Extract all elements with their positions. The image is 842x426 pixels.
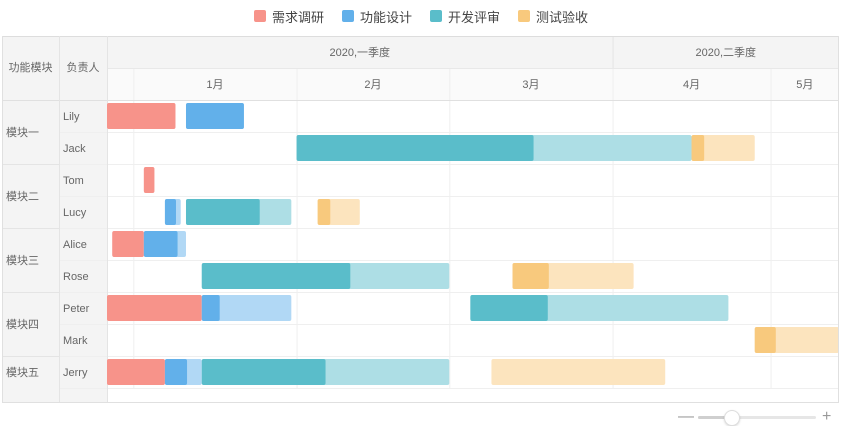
legend-item[interactable]: 需求调研 [254, 7, 324, 26]
left-panel-background [2, 36, 107, 403]
row-label: Mark [63, 335, 88, 347]
row-label: Lucy [63, 207, 87, 219]
task-bar-progress [512, 263, 548, 289]
task-bar-progress [112, 231, 144, 257]
task-bar-progress [186, 103, 244, 129]
zoom-slider[interactable] [698, 416, 816, 419]
chart-legend: 需求调研 功能设计 开发评审 测试验收 [0, 6, 842, 26]
row-label: Tom [63, 175, 84, 187]
task-bar-progress [755, 327, 776, 353]
task-bar-progress [202, 295, 220, 321]
group-label: 模块五 [6, 366, 39, 379]
legend-item[interactable]: 功能设计 [342, 7, 412, 26]
month-label: 1月 [206, 79, 223, 91]
legend-label: 开发评审 [448, 7, 500, 26]
legend-swatch [518, 10, 530, 22]
task-bar-progress [144, 231, 178, 257]
task-bar-progress [692, 135, 705, 161]
column-header: 负责人 [67, 60, 100, 74]
task-bar-progress [186, 199, 260, 225]
row-label: Alice [63, 239, 87, 251]
month-label: 4月 [683, 79, 700, 91]
task-bar-progress [165, 199, 176, 225]
legend-label: 功能设计 [360, 7, 412, 26]
month-label: 3月 [522, 79, 539, 91]
legend-label: 测试验收 [536, 7, 588, 26]
quarter-label: 2020,二季度 [696, 45, 757, 59]
zoom-out-icon[interactable]: — [678, 410, 694, 424]
legend-swatch [342, 10, 354, 22]
zoom-slider-handle[interactable] [724, 410, 740, 426]
task-bar-progress [297, 135, 534, 161]
task-bar-progress [202, 359, 326, 385]
legend-label: 需求调研 [272, 7, 324, 26]
task-bar-progress [107, 359, 165, 385]
task-bar-progress [470, 295, 547, 321]
group-label: 模块二 [6, 190, 39, 203]
row-label: Jack [63, 143, 86, 155]
zoom-in-icon[interactable]: + [822, 410, 831, 424]
task-bar-progress [202, 263, 351, 289]
legend-swatch [430, 10, 442, 22]
column-header: 功能模块 [9, 60, 53, 74]
task-bar-progress [165, 359, 187, 385]
month-label: 2月 [364, 79, 381, 91]
group-label: 模块一 [6, 126, 39, 139]
row-label: Peter [63, 303, 90, 315]
row-label: Lily [63, 111, 80, 123]
task-bar-progress [107, 295, 202, 321]
row-label: Rose [63, 271, 89, 283]
month-label: 5月 [796, 79, 813, 91]
legend-swatch [254, 10, 266, 22]
task-bar-progress [107, 103, 175, 129]
legend-item[interactable]: 测试验收 [518, 7, 588, 26]
legend-item[interactable]: 开发评审 [430, 7, 500, 26]
zoom-control: — + [674, 404, 842, 426]
row-label: Jerry [63, 367, 88, 379]
task-bar-progress [144, 167, 155, 193]
quarter-label: 2020,一季度 [330, 45, 391, 59]
group-label: 模块三 [6, 254, 39, 267]
group-label: 模块四 [6, 318, 39, 331]
task-bar-progress [318, 199, 331, 225]
task-bar [491, 359, 665, 385]
